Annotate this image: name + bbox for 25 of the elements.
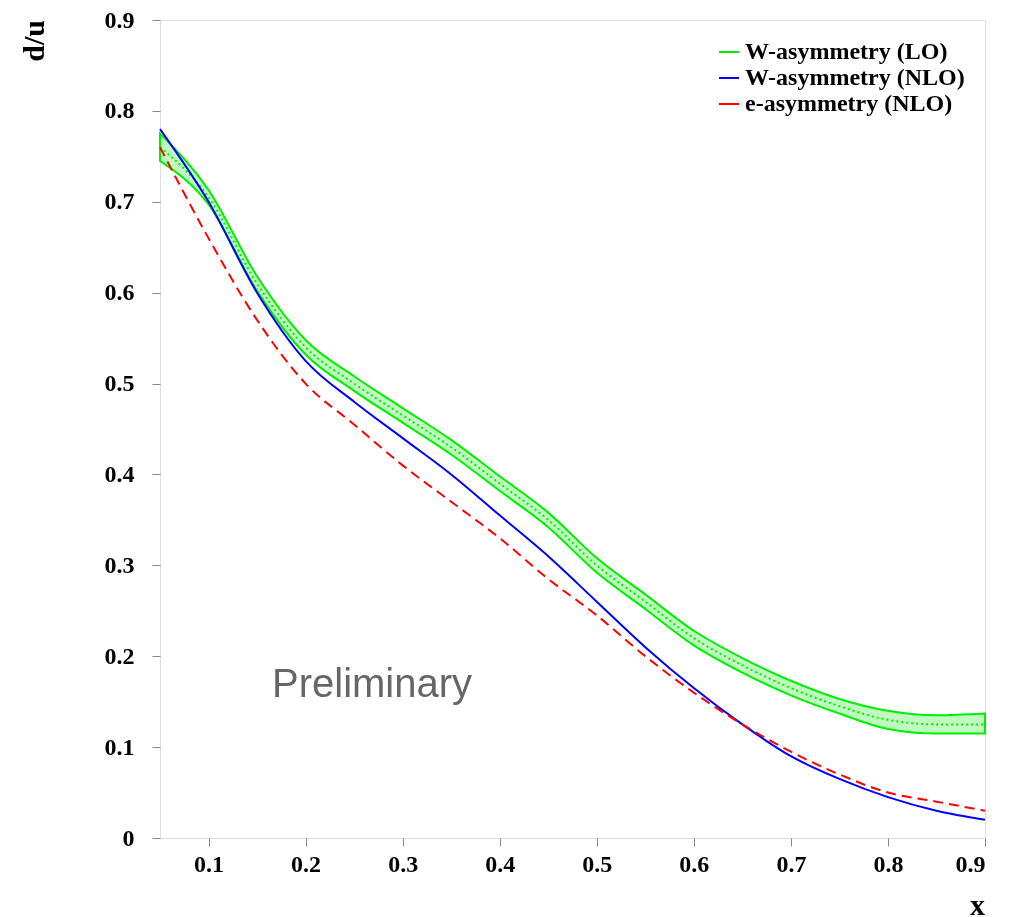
x-tick-label: 0.5 (582, 850, 613, 877)
x-axis-title: x (970, 888, 985, 917)
y-axis-title: d/u (17, 20, 50, 62)
y-tick-label: 0.7 (104, 188, 135, 215)
annotation: Preliminary (272, 661, 473, 705)
y-tick-label: 0.8 (104, 97, 135, 124)
y-tick-label: 0.1 (104, 733, 135, 760)
y-tick-label: 0.9 (104, 6, 135, 33)
x-tick-label: 0.7 (776, 850, 807, 877)
x-tick-label: 0.4 (485, 850, 516, 877)
x-tick-label: 0.6 (679, 850, 710, 877)
y-tick-label: 0.5 (104, 370, 135, 397)
legend-label: e-asymmetry (NLO) (745, 90, 953, 116)
x-tick-label: 0.9 (955, 850, 986, 877)
x-tick-label: 0.2 (291, 850, 322, 877)
x-tick-label: 0.1 (194, 850, 225, 877)
y-tick-label: 0.2 (104, 642, 135, 669)
y-tick-label: 0 (122, 824, 135, 851)
legend-label: W-asymmetry (LO) (745, 38, 948, 64)
y-tick-label: 0.4 (104, 460, 135, 487)
x-tick-label: 0.3 (388, 850, 419, 877)
legend-label: W-asymmetry (NLO) (745, 64, 965, 90)
x-tick-label: 0.8 (873, 850, 904, 877)
y-tick-label: 0.3 (104, 551, 135, 578)
y-tick-label: 0.6 (104, 279, 135, 306)
